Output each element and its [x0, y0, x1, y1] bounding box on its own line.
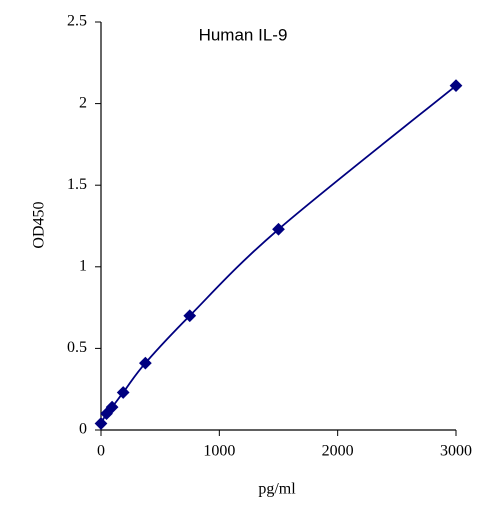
point [272, 222, 285, 236]
y-tick-label: 0 [79, 421, 87, 438]
y-tick-label: 2 [79, 94, 87, 111]
x-axis-label: pg/ml [258, 481, 296, 498]
x-tick-label: 1000 [203, 443, 235, 460]
point [94, 417, 108, 430]
y-axis-label: OD450 [31, 201, 48, 248]
point [105, 400, 119, 414]
point [116, 386, 130, 399]
y-tick-label: 0.5 [67, 339, 87, 356]
x-tick-label: 3000 [440, 443, 472, 460]
point [139, 356, 152, 370]
fit-curve [100, 84, 457, 424]
y-tick-label: 2.5 [67, 13, 87, 30]
x-tick-label: 0 [97, 443, 105, 460]
y-tick-label: 1.5 [67, 176, 87, 193]
point [449, 79, 463, 93]
y-tick-label: 1 [79, 257, 87, 274]
point [183, 309, 197, 323]
chart-title: Human IL-9 [199, 25, 288, 44]
x-tick-label: 2000 [322, 443, 354, 460]
